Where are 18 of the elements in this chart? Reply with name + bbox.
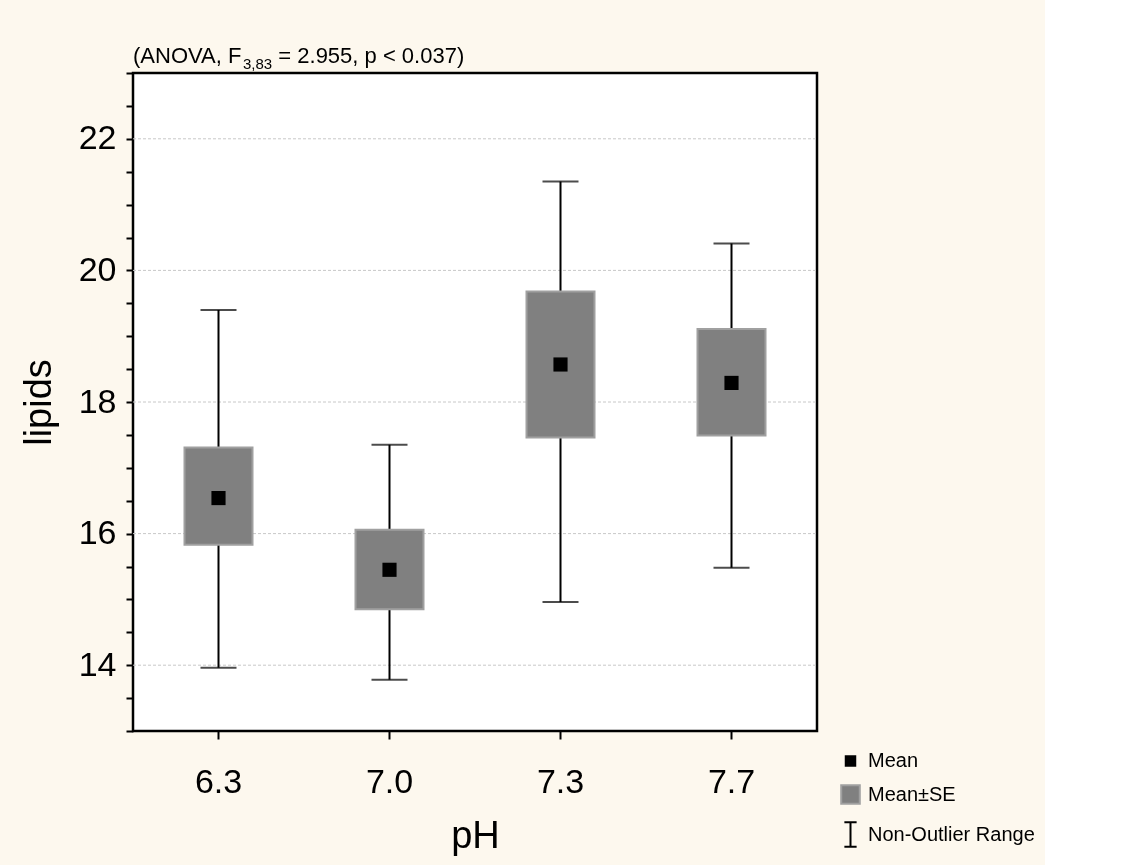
y-axis-title: lipids xyxy=(16,359,59,446)
legend-label: Mean±SE xyxy=(868,782,956,805)
legend-label: Mean xyxy=(868,749,919,771)
point xyxy=(553,357,568,372)
y-tick-label: 18 xyxy=(78,381,117,420)
y-tick-label: 22 xyxy=(78,118,117,157)
x-tick-label: 7.0 xyxy=(365,761,414,800)
point xyxy=(211,491,226,506)
x-tick-label: 7.3 xyxy=(536,761,585,800)
point xyxy=(382,562,397,577)
y-tick-label: 20 xyxy=(78,249,117,288)
point xyxy=(724,375,739,390)
x-tick-label: 6.3 xyxy=(194,761,243,800)
y-tick-label: 14 xyxy=(78,644,117,683)
y-tick-label: 16 xyxy=(78,513,117,552)
text: Non-Outlier Range xyxy=(868,822,1035,845)
x-tick-label: 7.7 xyxy=(707,761,756,800)
x-axis-title: pH xyxy=(451,813,500,856)
